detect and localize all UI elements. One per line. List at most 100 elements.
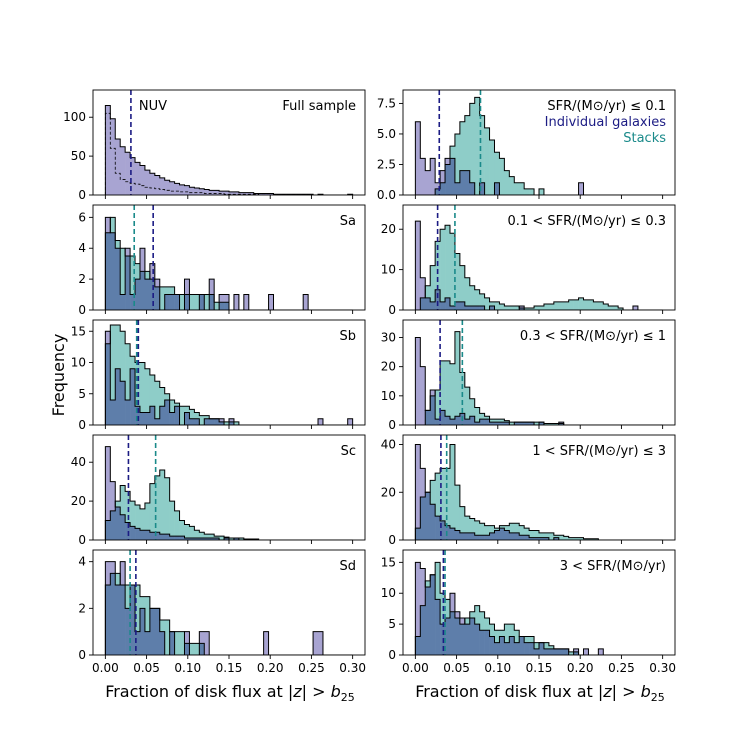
bar-individual xyxy=(130,157,136,195)
bar-overlap xyxy=(435,599,441,655)
bar-stack xyxy=(115,501,121,507)
bar-overlap xyxy=(484,630,490,655)
bar-overlap xyxy=(415,636,421,655)
bar-stack xyxy=(159,470,166,535)
plot-area xyxy=(104,550,353,655)
xlabel-var: z xyxy=(292,682,302,701)
bar-stack xyxy=(489,301,495,306)
bar-overlap xyxy=(224,538,230,540)
bar-stack xyxy=(164,393,170,400)
bar-overlap xyxy=(425,410,431,425)
panel-label: 0.1 < SFR/(M⊙/yr) ≤ 0.3 xyxy=(508,214,666,229)
bar-stack xyxy=(489,624,495,637)
bar-stack xyxy=(489,140,495,195)
individual-outline xyxy=(104,446,353,540)
bar-stack xyxy=(529,188,535,195)
y-tick-label: 2.5 xyxy=(377,157,396,171)
bar-stack xyxy=(469,611,476,618)
bar-overlap xyxy=(539,537,545,540)
bar-stack xyxy=(445,360,451,417)
bar-overlap xyxy=(154,608,161,655)
bar-stack xyxy=(484,297,490,310)
bar-individual xyxy=(184,185,190,195)
bar-stack xyxy=(194,643,200,655)
bar-stack xyxy=(149,483,156,533)
bar-stack xyxy=(519,525,525,536)
bar-individual xyxy=(347,418,353,425)
bar-overlap xyxy=(149,532,156,540)
bar-individual xyxy=(440,170,446,183)
bar-stack xyxy=(553,301,560,310)
x-tick-label: 0.15 xyxy=(216,661,243,675)
bar-stack xyxy=(469,518,476,533)
bar-overlap xyxy=(189,418,195,425)
bar-overlap xyxy=(139,412,146,425)
bar-overlap xyxy=(459,532,466,540)
bar-individual xyxy=(179,184,185,195)
bar-overlap xyxy=(420,497,426,540)
bar-stack xyxy=(548,303,555,310)
bar-overlap xyxy=(125,400,131,425)
bar-stack xyxy=(524,528,530,536)
bar-overlap xyxy=(430,301,436,310)
individual-outline xyxy=(414,561,663,655)
bar-individual xyxy=(573,648,579,652)
bar-stack xyxy=(543,303,550,310)
bar-stack xyxy=(445,225,451,298)
bar-individual xyxy=(243,192,250,195)
bar-stack xyxy=(110,325,116,400)
bar-stack xyxy=(474,97,480,195)
bar-stack xyxy=(459,265,466,302)
bar-stack xyxy=(144,503,151,531)
bar-overlap xyxy=(524,535,530,540)
bar-stack xyxy=(504,305,510,310)
bar-overlap xyxy=(489,305,495,310)
bar-overlap xyxy=(464,419,471,425)
bar-overlap xyxy=(509,532,515,540)
panel-7: 0 20 40 1 < SFR/(M⊙/yr) ≤ 3 xyxy=(381,434,676,547)
bar-stack xyxy=(543,642,550,649)
bar-stack xyxy=(425,580,431,588)
bar-stack xyxy=(179,406,185,425)
bar-individual xyxy=(243,294,250,310)
bar-overlap xyxy=(440,520,446,540)
bar-stack xyxy=(189,294,195,310)
stack-outline xyxy=(104,469,353,540)
bar-overlap xyxy=(440,182,446,195)
x-tick-label: 0.05 xyxy=(443,661,470,675)
bar-stack xyxy=(459,121,466,171)
bar-overlap xyxy=(169,631,175,655)
bar-stack xyxy=(464,387,471,420)
xlabel-mid: | > xyxy=(612,682,641,701)
panel-8: 0 2 4 0.00 0.05 0.10 0.15 0.20 0.25 0.30 Sd xyxy=(78,549,366,675)
bar-stack xyxy=(125,491,131,523)
bar-overlap xyxy=(519,422,525,425)
bar-overlap xyxy=(154,532,161,540)
panel-3: 0 10 20 0.1 < SFR/(M⊙/yr) ≤ 0.3 xyxy=(381,204,676,317)
bar-stack xyxy=(164,620,170,655)
bar-stack xyxy=(539,532,545,538)
bar-stack xyxy=(618,307,624,310)
x-tick-label: 0.30 xyxy=(649,661,676,675)
nuv-label: NUV xyxy=(139,99,167,114)
y-tick-label: 20 xyxy=(381,360,396,374)
bar-overlap xyxy=(204,538,210,540)
bar-stack xyxy=(125,343,131,400)
y-tick-label: 0 xyxy=(388,533,396,547)
bar-stack xyxy=(474,520,480,536)
panel-label: SFR/(M⊙/yr) ≤ 0.1 xyxy=(547,99,666,114)
bar-individual xyxy=(214,190,220,195)
bar-stack xyxy=(184,524,190,539)
bar-overlap xyxy=(199,294,205,310)
bar-stack xyxy=(474,605,480,625)
bar-stack xyxy=(449,233,456,306)
bar-stack xyxy=(558,535,565,540)
bar-individual xyxy=(219,418,225,422)
bar-individual xyxy=(105,217,111,233)
bar-overlap xyxy=(139,271,146,310)
bar-overlap xyxy=(209,418,215,425)
bar-overlap xyxy=(553,537,560,540)
bar-overlap xyxy=(504,530,510,540)
bar-overlap xyxy=(159,534,166,540)
bar-stack xyxy=(479,523,485,536)
